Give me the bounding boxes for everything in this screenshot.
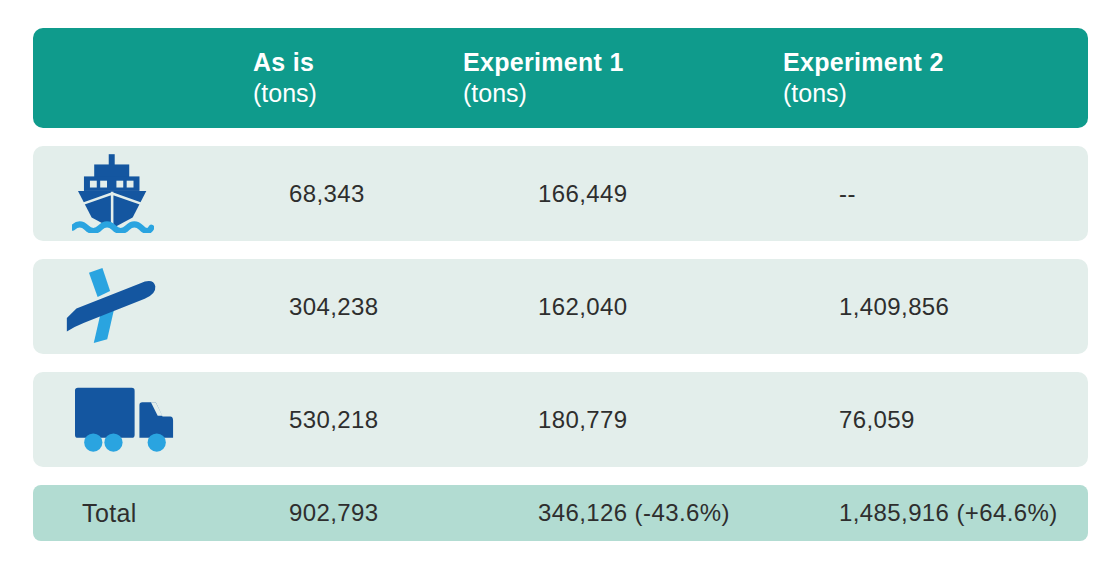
- header-cell-as-is: As is (tons): [253, 47, 463, 109]
- column-title: As is: [253, 47, 463, 78]
- header-cell-experiment-1: Experiment 1 (tons): [463, 47, 783, 109]
- total-row: Total 902,793 346,126 (-43.6%) 1,485,916…: [33, 485, 1088, 541]
- table-header: As is (tons) Experiment 1 (tons) Experim…: [33, 28, 1088, 128]
- column-title: Experiment 2: [783, 47, 1088, 78]
- cell-value: 76,059: [783, 406, 1088, 434]
- cell-value: 166,449: [463, 180, 783, 208]
- header-cell-experiment-2: Experiment 2 (tons): [783, 47, 1088, 109]
- row-icon-cell: [33, 154, 253, 233]
- freight-comparison-table: As is (tons) Experiment 1 (tons) Experim…: [33, 28, 1088, 541]
- table-row-truck: 530,218 180,779 76,059: [33, 372, 1088, 467]
- cell-value: 530,218: [253, 406, 463, 434]
- total-value: 902,793: [253, 499, 463, 527]
- row-icon-cell: [33, 264, 253, 349]
- column-unit: (tons): [463, 78, 783, 109]
- cell-value: 304,238: [253, 293, 463, 321]
- cell-value: 1,409,856: [783, 293, 1088, 321]
- cell-value: --: [783, 180, 1088, 208]
- column-unit: (tons): [783, 78, 1088, 109]
- cell-value: 180,779: [463, 406, 783, 434]
- total-value: 346,126 (-43.6%): [463, 499, 783, 527]
- truck-icon: [73, 382, 177, 457]
- column-unit: (tons): [253, 78, 463, 109]
- cell-value: 162,040: [463, 293, 783, 321]
- airplane-icon: [63, 264, 163, 349]
- cell-value: 68,343: [253, 180, 463, 208]
- table-row-ship: 68,343 166,449 --: [33, 146, 1088, 241]
- table-row-airplane: 304,238 162,040 1,409,856: [33, 259, 1088, 354]
- ship-icon: [72, 154, 154, 233]
- total-value: 1,485,916 (+64.6%): [783, 499, 1088, 527]
- row-icon-cell: [33, 382, 253, 457]
- column-title: Experiment 1: [463, 47, 783, 78]
- total-label: Total: [33, 499, 253, 528]
